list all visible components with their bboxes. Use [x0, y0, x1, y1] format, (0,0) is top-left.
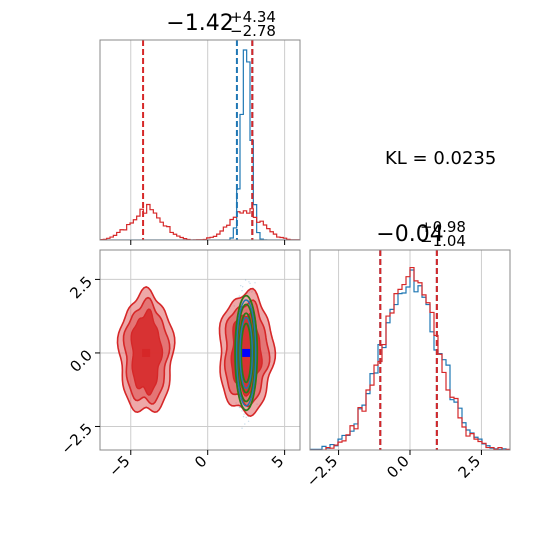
x-marginal-title-value: −1.42 — [166, 11, 233, 36]
scatter-point — [245, 416, 247, 419]
scatter-point — [240, 284, 242, 287]
scatter-point — [244, 423, 246, 425]
scatter-point — [244, 279, 247, 281]
y-marginal-red-histogram — [310, 266, 510, 450]
scatter-point — [247, 420, 250, 422]
x-marginal-grid — [130, 40, 286, 240]
y-marginal-panel: −2.5 0.0 2.5 −0.04 +0.98 −1.04 — [303, 218, 511, 491]
scatter-point — [238, 406, 241, 409]
scatter-point — [241, 289, 243, 292]
tick-label: 0.0 — [383, 452, 413, 482]
y-marginal-quantile-lines — [379, 250, 438, 450]
scatter-point — [243, 413, 245, 415]
x-marginal-frame — [99, 39, 301, 241]
joint-contours — [116, 286, 277, 418]
scatter-point — [248, 281, 250, 283]
joint-panel: −5 0 5 −2.5 0.0 2.5 — [58, 249, 301, 480]
x-marginal-red-histogram — [100, 203, 300, 240]
blue-contour — [239, 316, 254, 389]
green-contour — [234, 294, 259, 412]
joint-frame — [99, 249, 301, 451]
x-marginal-blue-histogram — [100, 49, 300, 240]
tick-label: 2.5 — [66, 273, 96, 303]
kl-label: KL = 0.0235 — [385, 148, 496, 169]
scatter-point — [241, 286, 244, 288]
tick-label: 0 — [191, 452, 210, 471]
blue-contour — [235, 299, 257, 407]
red-mode-marker — [142, 348, 151, 357]
y-marginal-title: −0.04 — [376, 222, 443, 247]
y-marginal-ticks: −2.5 0.0 2.5 — [303, 450, 484, 491]
x-marginal-title-lower: −2.78 — [230, 22, 276, 40]
green-contour — [240, 322, 252, 384]
y-marginal-title-lower: −1.04 — [420, 232, 466, 250]
x-marginal-ticks — [130, 240, 286, 245]
blue-mode-marker — [242, 348, 251, 357]
x-marginal-title: −1.42 — [166, 11, 233, 36]
scatter-point — [241, 427, 243, 429]
green-contour — [238, 312, 254, 394]
scatter-point — [242, 415, 245, 418]
tick-label: 0.0 — [66, 346, 96, 376]
x-marginal-title-upper: +4.34 — [230, 8, 276, 26]
tick-label: 2.5 — [455, 452, 485, 482]
x-marginal-panel: −1.42 +4.34 −2.78 — [99, 8, 301, 245]
scatter-point — [238, 295, 241, 297]
scatter-point — [254, 282, 256, 284]
y-marginal-title-value: −0.04 — [376, 222, 443, 247]
scatter-point — [241, 410, 243, 412]
tick-label: −2.5 — [58, 420, 96, 458]
scatter-point — [249, 282, 251, 285]
x-marginal-quantile-lines — [142, 40, 254, 240]
tick-label: 5 — [268, 452, 287, 471]
tick-label: −2.5 — [303, 452, 341, 490]
y-marginal-blue-histogram — [310, 269, 510, 450]
tick-label: −5 — [105, 452, 133, 480]
y-marginal-title-upper: +0.98 — [420, 218, 466, 236]
